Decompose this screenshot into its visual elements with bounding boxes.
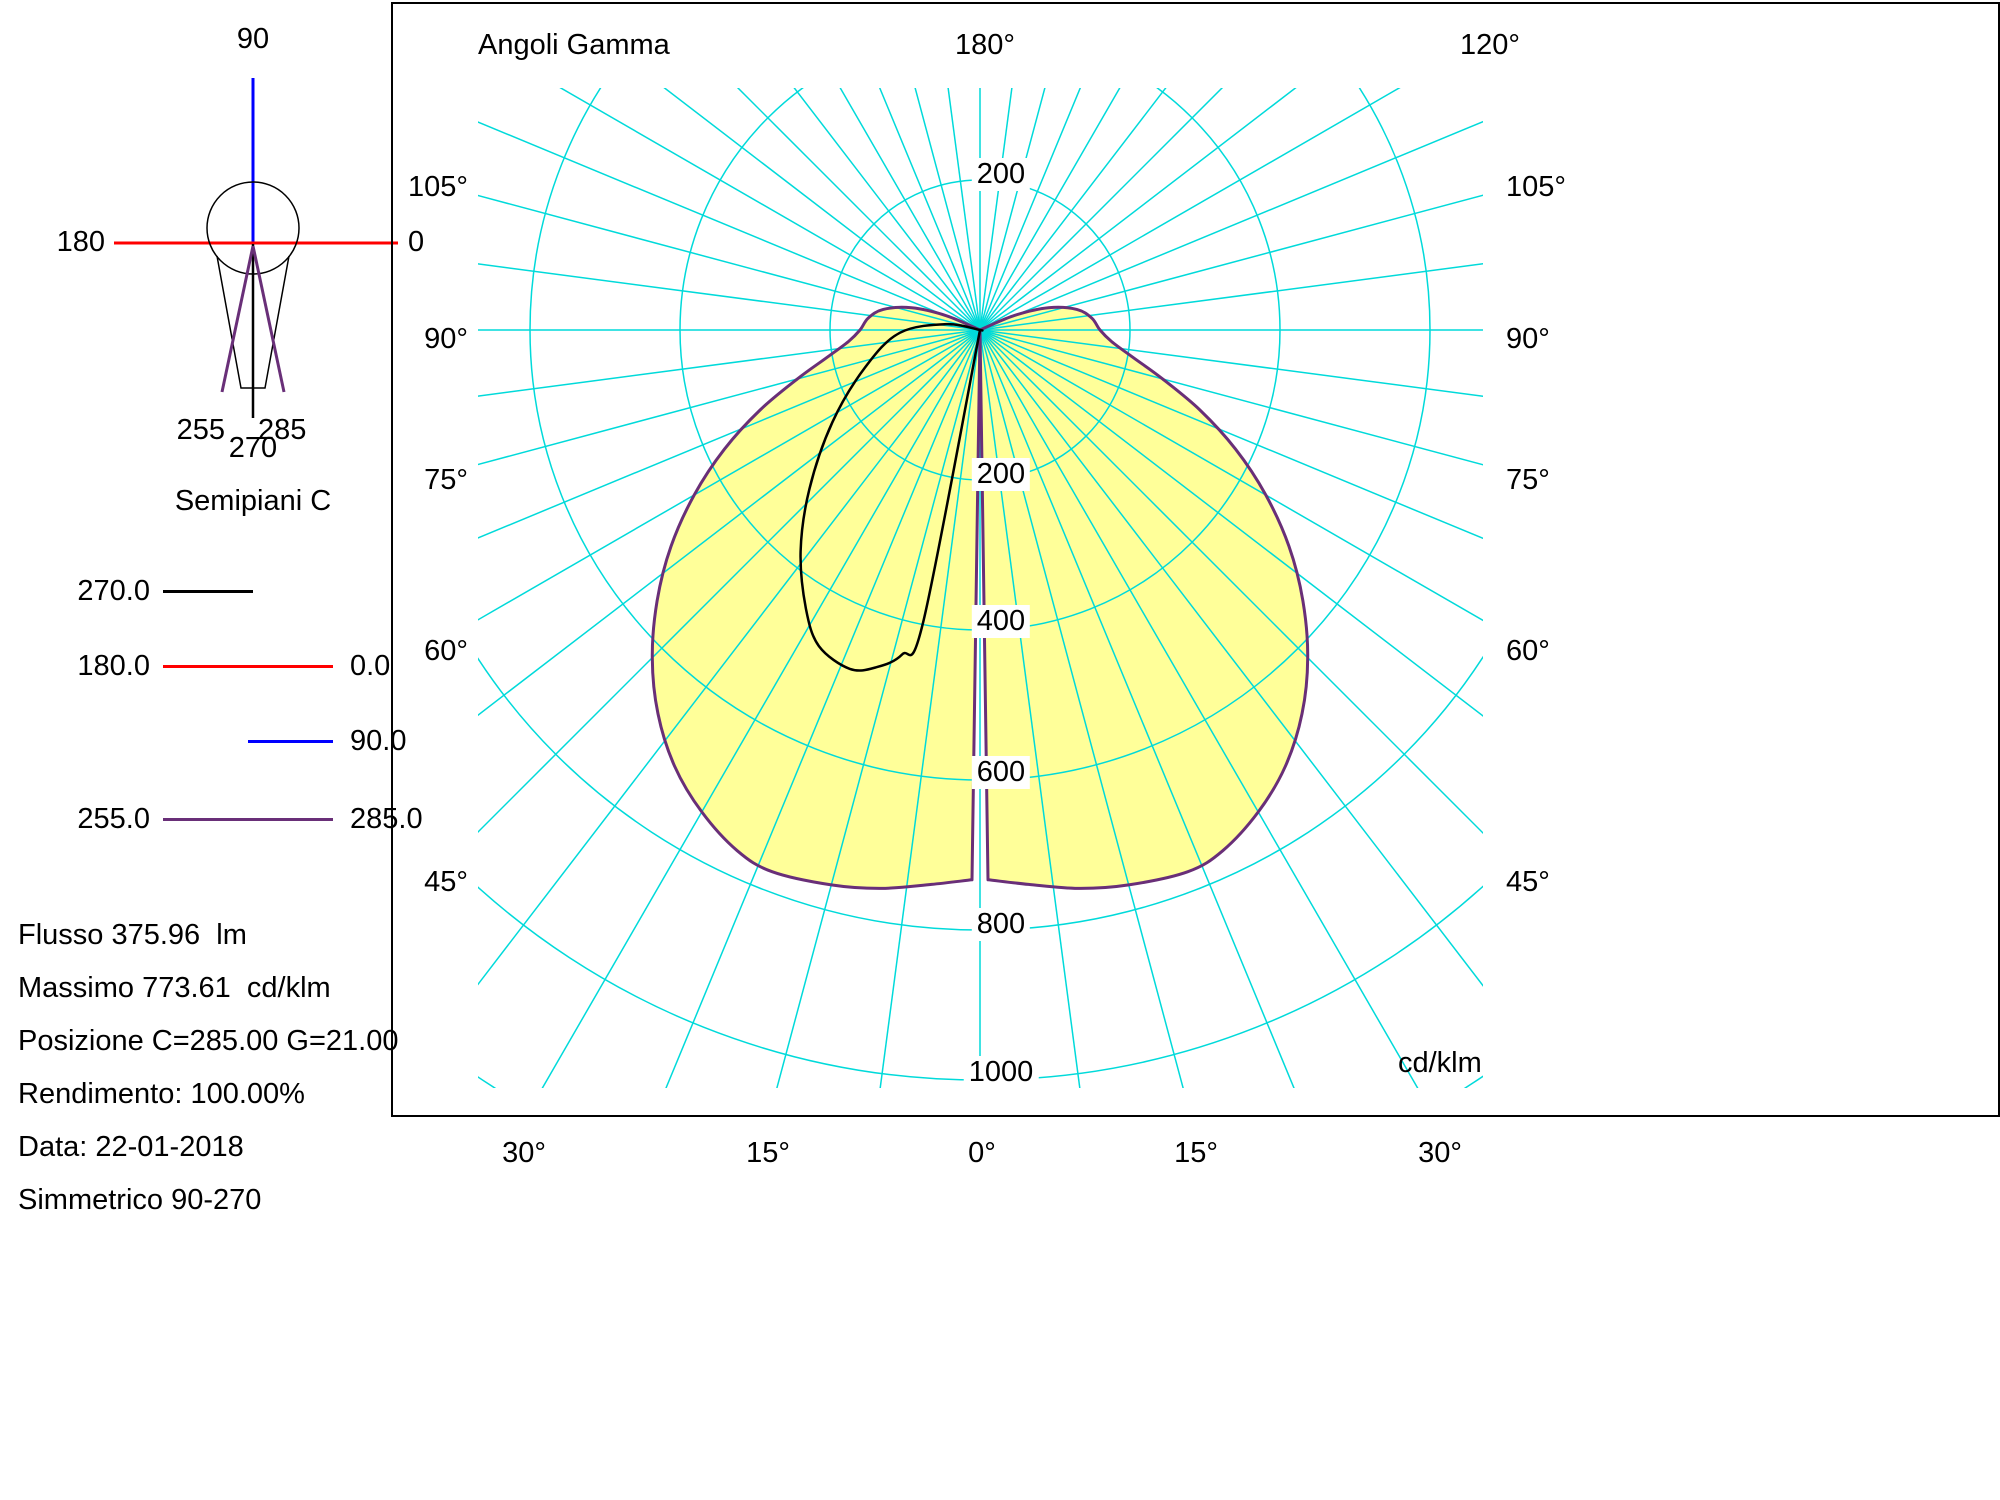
bottom-gamma-label-30R: 30° bbox=[1418, 1137, 1462, 1169]
right-gamma-label-60: 60° bbox=[1506, 635, 1550, 667]
semipiani-caption: Semipiani C bbox=[174, 485, 332, 517]
left-gamma-label-105: 105° bbox=[408, 171, 468, 203]
legend-label-270: 270.0 bbox=[77, 575, 150, 607]
top-right-gamma-label: 120° bbox=[1460, 29, 1520, 61]
stat-massimo: Massimo 773.61 cd/klm bbox=[18, 972, 331, 1004]
stat-rendimento: Rendimento: 100.00% bbox=[18, 1078, 305, 1110]
lamp-label-180: 180 bbox=[56, 226, 105, 258]
axis-value-200: 200 bbox=[971, 458, 1031, 491]
legend-label-0: 0.0 bbox=[350, 650, 391, 682]
right-gamma-label-75: 75° bbox=[1506, 464, 1550, 496]
lamp-285-axis-line bbox=[251, 245, 286, 393]
bottom-gamma-label-15L: 15° bbox=[746, 1137, 790, 1169]
lamp-label-285: 285 bbox=[258, 414, 307, 446]
distribution-outline bbox=[650, 305, 1310, 890]
right-gamma-label-45: 45° bbox=[1506, 866, 1550, 898]
axis-value-200-top: 200 bbox=[971, 158, 1031, 191]
legend-line-270 bbox=[163, 590, 253, 593]
unit-label: cd/klm bbox=[1398, 1047, 1482, 1079]
lamp-label-270: 270 bbox=[228, 432, 278, 464]
polar-plot bbox=[478, 88, 1483, 1088]
lamp-label-0: 0 bbox=[408, 226, 425, 258]
legend-label-255: 255.0 bbox=[77, 803, 150, 835]
legend-label-90: 90.0 bbox=[350, 725, 407, 757]
left-gamma-label-90: 90° bbox=[424, 323, 468, 355]
legend-line-180-0 bbox=[163, 665, 333, 668]
left-gamma-label-60: 60° bbox=[424, 635, 468, 667]
plot-frame bbox=[391, 2, 2000, 1117]
right-gamma-label-105: 105° bbox=[1506, 171, 1566, 203]
stat-data: Data: 22-01-2018 bbox=[18, 1131, 244, 1163]
right-gamma-label-90: 90° bbox=[1506, 323, 1550, 355]
lamp-orientation-diagram bbox=[114, 78, 398, 418]
distribution-fill bbox=[652, 307, 1308, 889]
axis-value-800: 800 bbox=[971, 908, 1031, 941]
legend-line-90 bbox=[248, 740, 333, 743]
legend-label-285: 285.0 bbox=[350, 803, 423, 835]
bottom-gamma-label-30L: 30° bbox=[502, 1137, 546, 1169]
lamp-255-axis-line bbox=[220, 245, 255, 393]
lamp-label-255: 255 bbox=[176, 414, 225, 446]
bottom-gamma-label-15R: 15° bbox=[1174, 1137, 1218, 1169]
top-center-gamma-label: 180° bbox=[955, 29, 1015, 61]
plot-title: Angoli Gamma bbox=[478, 29, 670, 61]
stat-flusso: Flusso 375.96 lm bbox=[18, 919, 247, 951]
axis-value-400: 400 bbox=[971, 605, 1031, 638]
left-gamma-label-45: 45° bbox=[424, 866, 468, 898]
lamp-label-90: 90 bbox=[236, 23, 270, 55]
c270-curve bbox=[799, 322, 984, 672]
stat-simmetrico: Simmetrico 90-270 bbox=[18, 1184, 262, 1216]
axis-value-600: 600 bbox=[971, 756, 1031, 789]
legend-label-180: 180.0 bbox=[77, 650, 150, 682]
left-gamma-label-75: 75° bbox=[424, 464, 468, 496]
stat-posizione: Posizione C=285.00 G=21.00 bbox=[18, 1025, 399, 1057]
legend-line-255-285 bbox=[163, 818, 333, 821]
axis-value-1000: 1000 bbox=[963, 1056, 1039, 1089]
bottom-gamma-label-0: 0° bbox=[968, 1137, 996, 1169]
